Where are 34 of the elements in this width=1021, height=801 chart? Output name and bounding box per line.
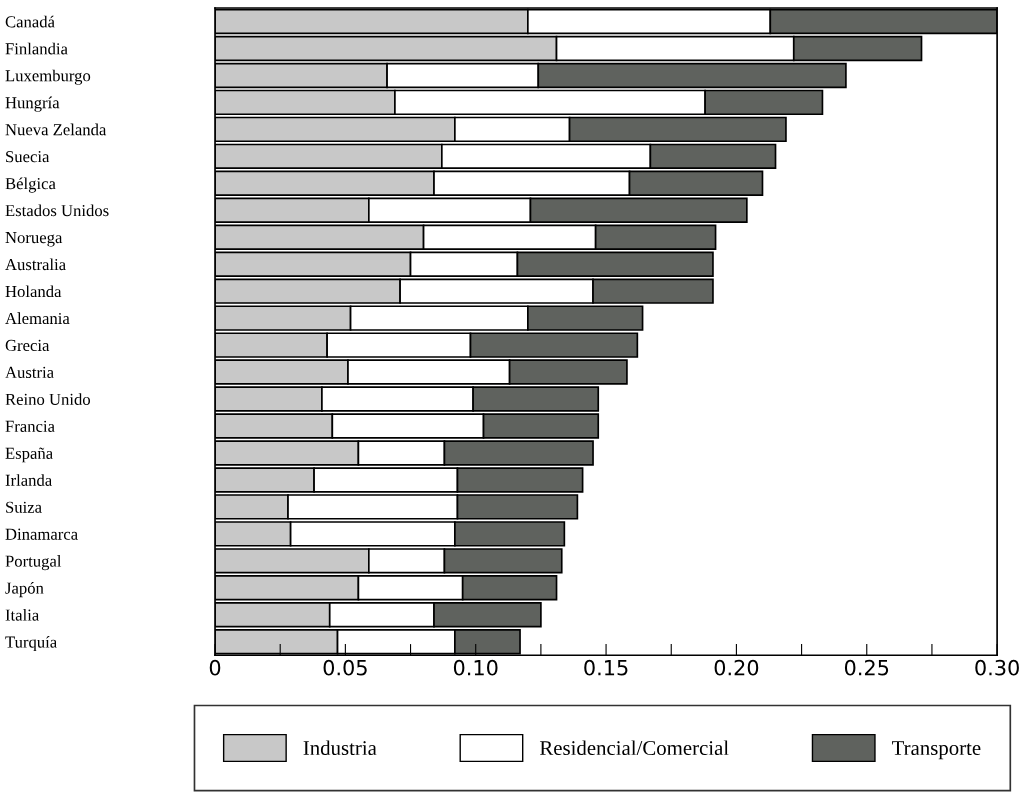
y-tick-label: España: [5, 447, 53, 463]
y-tick-label: Australia: [5, 258, 66, 271]
y-tick-label: Suecia: [6, 151, 50, 163]
y-tick-label: Nueva Zelanda: [5, 123, 107, 136]
y-tick-label: Reino Unido: [5, 393, 91, 405]
y-tick-label: Hungría: [5, 96, 60, 112]
y-tick-label: Estados Unidos: [5, 204, 109, 217]
y-tick-label: Francia: [5, 420, 55, 432]
y-tick-label: Dinamarca: [5, 528, 78, 540]
y-tick-label: Canadá: [5, 15, 55, 28]
x-tick-label: 0.10: [453, 659, 498, 676]
y-tick-label: Portugal: [5, 555, 62, 571]
legend-label: Industria: [303, 740, 377, 756]
legend-label: Residencial/Comercial: [539, 740, 729, 756]
y-tick-label: Austria: [5, 366, 54, 379]
y-tick-label: Irlanda: [5, 474, 52, 486]
y-tick-label: Luxemburgo: [5, 69, 91, 85]
y-tick-label: Alemania: [5, 312, 70, 325]
x-tick-label: 0.05: [323, 659, 367, 676]
y-tick-label: Grecia: [5, 339, 50, 352]
x-tick-label: 0.20: [714, 659, 759, 676]
legend-label: Transporte: [892, 741, 981, 760]
y-tick-label: Noruega: [5, 232, 63, 247]
y-tick-label: Japón: [5, 582, 44, 598]
x-tick-label: 0.25: [844, 659, 889, 676]
y-tick-label: Turquía: [5, 635, 57, 652]
x-tick-label: 0.15: [584, 659, 628, 676]
y-tick-label: Holanda: [5, 285, 62, 298]
x-tick-label: 0: [209, 659, 221, 676]
y-tick-label: Suiza: [6, 501, 42, 513]
y-tick-label: Italia: [5, 608, 40, 621]
x-tick-label: 0.30: [975, 659, 1019, 676]
y-tick-label: Bélgica: [5, 177, 56, 193]
y-tick-label: Finlandia: [5, 42, 68, 55]
